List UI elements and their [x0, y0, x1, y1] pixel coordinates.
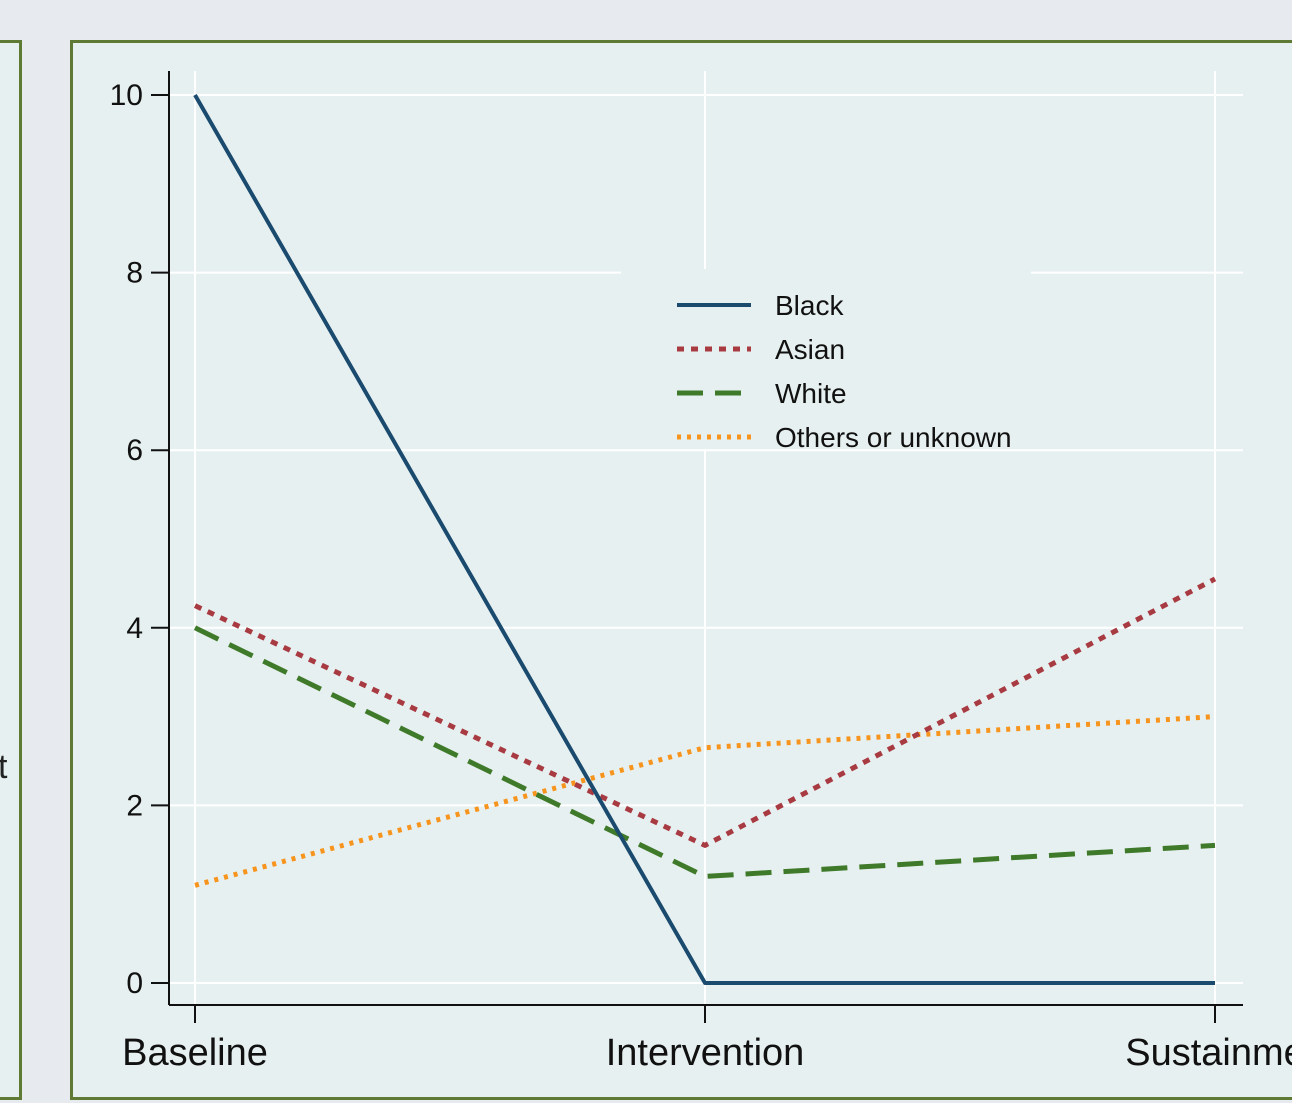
- series-line-asian: [193, 576, 1217, 848]
- chart-panel: 0 2 4 6 8 10 Baseline Intervention Sustainme Blac…: [70, 40, 1292, 1100]
- y-tick-label: 0: [126, 967, 143, 1000]
- left-panel-clipped-text: t: [0, 748, 8, 786]
- x-category-label: Intervention: [606, 1032, 805, 1074]
- y-tick-label: 4: [126, 612, 143, 645]
- left-figure-panel: [0, 40, 22, 1100]
- legend-box: [621, 269, 1031, 449]
- legend-label: Asian: [775, 334, 845, 365]
- legend-label: Black: [775, 290, 844, 321]
- line-chart: 0 2 4 6 8 10 Baseline Intervention Sustainme Blac…: [110, 71, 1292, 1074]
- legend-label: White: [775, 378, 847, 409]
- x-category-label: Sustainme: [1125, 1032, 1292, 1074]
- legend-label: Others or unknown: [775, 422, 1012, 453]
- x-category-label: Baseline: [122, 1032, 268, 1074]
- y-tick-label: 2: [126, 789, 143, 822]
- y-tick-label: 10: [110, 79, 143, 112]
- y-tick-label: 8: [126, 257, 143, 290]
- series-line-black: [193, 94, 1215, 985]
- y-tick-label: 6: [126, 434, 143, 467]
